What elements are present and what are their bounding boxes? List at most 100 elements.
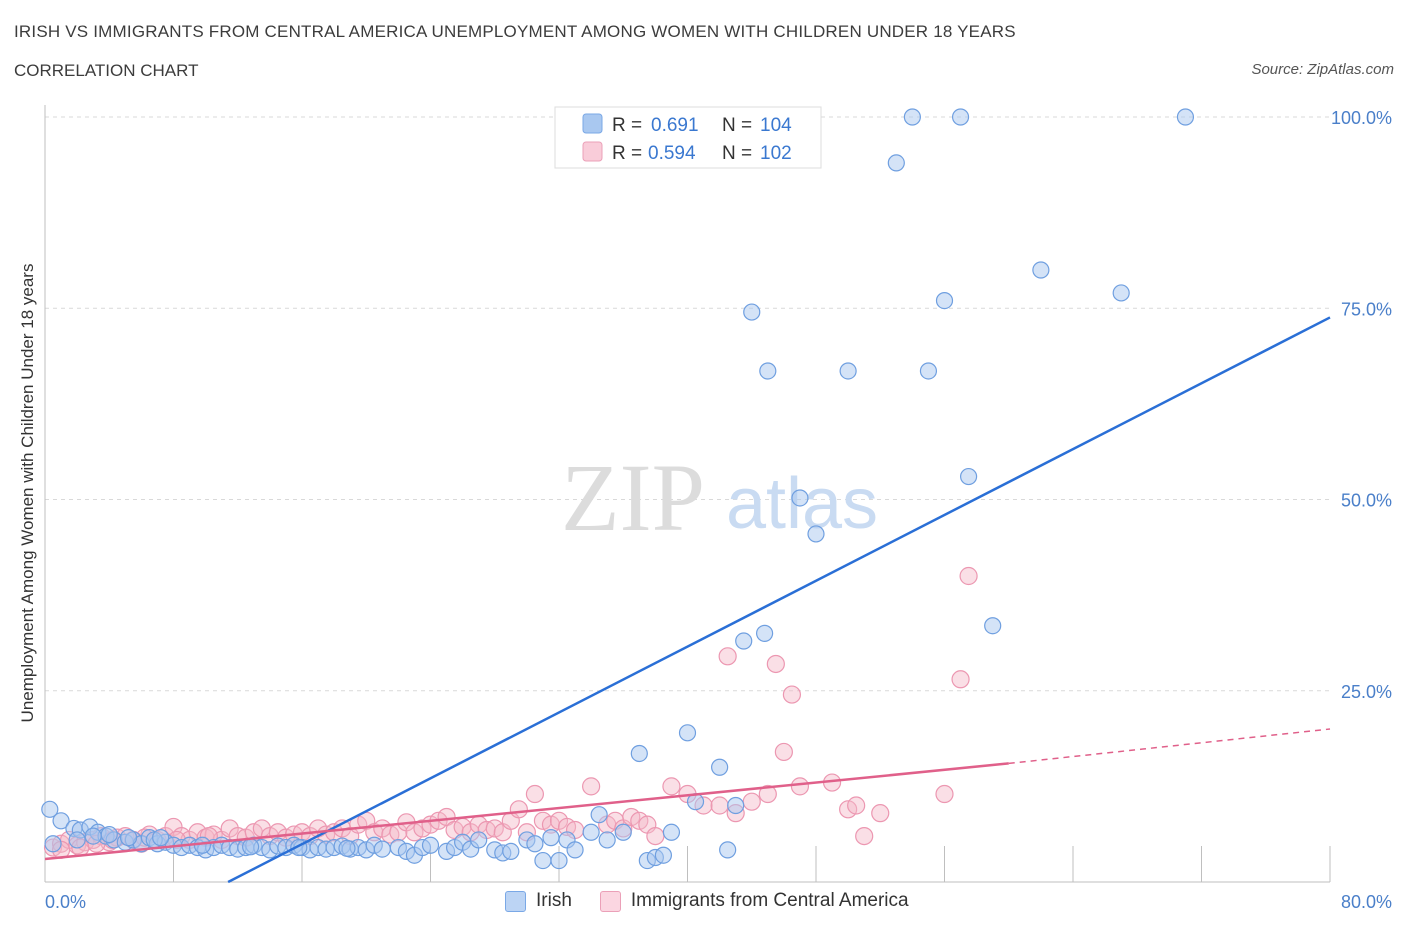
data-point xyxy=(790,777,810,796)
irish-trend-line xyxy=(227,316,1331,884)
irish-r-value: 0.691 xyxy=(651,115,699,136)
data-point xyxy=(526,835,544,853)
data-point xyxy=(759,362,777,380)
data-point xyxy=(678,724,697,742)
data-point xyxy=(951,670,970,689)
data-point xyxy=(742,792,761,811)
data-point xyxy=(614,823,632,841)
y-tick-label: 75.0% xyxy=(1341,299,1392,319)
data-point xyxy=(1032,261,1050,279)
data-point xyxy=(959,566,978,586)
chart-subtitle: CORRELATION CHART xyxy=(14,61,199,80)
tick-labels: 25.0% 50.0% 75.0% 100.0% 0.0% 80.0% xyxy=(45,108,1392,912)
data-point xyxy=(807,525,825,543)
watermark-zip: ZIP xyxy=(561,444,705,551)
central-legend-label: Immigrants from Central America xyxy=(630,890,909,911)
central-legend-swatch xyxy=(599,890,621,912)
stats-legend: R = 0.691 N = 104 R = 0.594 N = 102 xyxy=(554,106,822,169)
legend-item-central: Immigrants from Central America xyxy=(599,890,909,912)
data-point xyxy=(502,842,520,861)
irish-r-label: R = xyxy=(612,115,642,136)
data-point xyxy=(662,777,681,796)
data-point xyxy=(630,744,648,763)
data-point xyxy=(470,831,488,849)
data-point xyxy=(887,154,905,172)
data-point xyxy=(534,851,552,870)
watermark: ZIP atlas xyxy=(561,444,878,551)
data-point xyxy=(743,303,761,321)
data-point xyxy=(193,836,212,854)
irish-n-value: 104 xyxy=(760,115,792,136)
data-point xyxy=(590,806,608,824)
data-point xyxy=(52,812,70,830)
irish-legend-label: Irish xyxy=(536,890,572,911)
data-point xyxy=(542,829,560,847)
data-point xyxy=(68,831,86,849)
data-point xyxy=(662,823,681,841)
data-point xyxy=(44,835,62,853)
irish-legend-swatch xyxy=(505,890,526,912)
data-point xyxy=(719,841,737,859)
data-point xyxy=(654,846,673,864)
x-tick-label: 80.0% xyxy=(1341,892,1392,912)
central-n-value: 102 xyxy=(760,143,792,164)
data-point xyxy=(152,829,170,847)
data-point xyxy=(84,827,102,845)
data-point xyxy=(119,829,138,847)
irish-points xyxy=(41,108,1195,870)
data-point xyxy=(755,624,774,642)
data-point xyxy=(782,685,802,704)
data-point xyxy=(935,292,954,310)
data-point xyxy=(598,831,616,849)
data-point xyxy=(919,362,938,380)
central-trend-line xyxy=(44,762,1009,861)
trend-lines xyxy=(44,316,1331,884)
data-point xyxy=(791,489,809,507)
central-n-label: N = xyxy=(722,143,752,164)
data-point xyxy=(373,840,391,858)
grid xyxy=(45,116,1330,692)
data-point xyxy=(774,742,793,762)
data-point xyxy=(718,647,737,666)
data-point xyxy=(839,362,857,380)
data-point xyxy=(903,108,921,126)
x-tick-label: 0.0% xyxy=(45,892,86,912)
y-axis-label: Unemployment Among Women with Children U… xyxy=(18,264,37,723)
data-point xyxy=(41,800,59,818)
series-legend: Irish Immigrants from Central America xyxy=(505,890,937,912)
data-point xyxy=(959,467,978,486)
data-point xyxy=(582,777,601,796)
irish-swatch xyxy=(582,113,603,134)
data-point xyxy=(855,826,874,846)
data-point xyxy=(710,796,729,815)
data-point xyxy=(525,784,545,804)
legend-item-irish: Irish xyxy=(505,890,572,912)
data-point xyxy=(100,825,118,844)
data-point xyxy=(1112,284,1130,302)
data-point xyxy=(421,836,440,854)
data-point xyxy=(550,851,568,870)
data-point xyxy=(984,617,1002,635)
data-point xyxy=(437,807,456,827)
data-point xyxy=(646,826,665,846)
data-point xyxy=(338,839,356,857)
data-point xyxy=(758,784,777,804)
y-tick-label: 50.0% xyxy=(1341,491,1392,511)
data-point xyxy=(951,108,970,126)
data-point xyxy=(566,841,584,859)
irish-n-label: N = xyxy=(722,115,752,136)
data-point xyxy=(582,823,600,841)
central-r-label: R = xyxy=(612,143,642,164)
y-tick-label: 100.0% xyxy=(1331,108,1392,128)
data-point xyxy=(935,784,954,804)
y-tick-label: 25.0% xyxy=(1341,682,1392,702)
data-point xyxy=(1176,108,1195,126)
data-point xyxy=(871,804,890,823)
data-point xyxy=(847,796,866,815)
data-point xyxy=(727,796,745,815)
central-swatch xyxy=(582,141,603,162)
data-point xyxy=(766,654,785,674)
central-r-value: 0.594 xyxy=(648,143,696,164)
source-label: Source: ZipAtlas.com xyxy=(1251,61,1394,78)
